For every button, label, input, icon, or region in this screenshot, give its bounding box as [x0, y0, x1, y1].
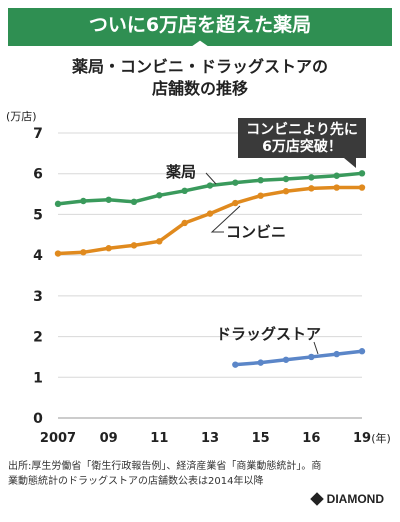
x-tick-label: 11	[150, 431, 168, 446]
data-point	[54, 250, 62, 257]
data-point	[156, 238, 163, 245]
leader-line	[210, 205, 241, 233]
data-point	[358, 184, 366, 191]
source-line-1: 出所:厚生労働省「衛生行政報告例」、経済産業省「商業動態統計」。商	[8, 461, 322, 472]
data-point	[257, 177, 264, 184]
y-tick-label: 1	[33, 370, 43, 386]
data-point	[282, 188, 290, 195]
source-note: 出所:厚生労働省「衛生行政報告例」、経済産業省「商業動態統計」。商 業動態統計の…	[8, 459, 392, 489]
series-label: 薬局	[165, 163, 196, 181]
callout-pointer	[344, 158, 356, 168]
logo-text: DIAMOND	[326, 492, 384, 506]
y-axis-unit: (万店)	[6, 109, 37, 123]
series-label: コンビニ	[226, 223, 286, 241]
callout-text-2: 6万店突破！	[262, 138, 342, 155]
data-point	[333, 350, 340, 358]
data-point	[333, 184, 340, 191]
x-tick-label: 19	[353, 431, 371, 446]
data-point	[358, 170, 366, 177]
x-axis-unit: (年)	[371, 431, 391, 445]
data-point	[333, 172, 340, 179]
y-tick-label: 5	[33, 207, 43, 223]
banner-text: ついに6万店を超えた薬局	[88, 14, 312, 36]
x-tick-label: 13	[201, 431, 219, 446]
data-point	[308, 174, 315, 181]
chart-title-line-2: 店舗数の推移	[151, 79, 248, 98]
data-point	[282, 356, 290, 363]
data-point	[232, 179, 239, 186]
x-tick-label: 15	[252, 431, 270, 446]
y-tick-label: 6	[33, 167, 43, 183]
data-point	[181, 187, 188, 195]
series-line-1	[57, 185, 362, 256]
data-point	[257, 359, 264, 366]
data-point	[181, 219, 188, 227]
series-layer	[54, 170, 366, 368]
chart-title-line-1: 薬局・コンビニ・ドラッグストアの	[71, 57, 328, 76]
data-point	[257, 192, 264, 199]
data-point	[232, 199, 239, 207]
data-point	[130, 242, 138, 249]
data-point	[232, 361, 239, 368]
data-point	[206, 210, 214, 217]
data-point	[105, 245, 112, 252]
x-tick-label: 09	[100, 431, 118, 446]
y-tick-label: 4	[33, 248, 43, 264]
data-point	[282, 175, 290, 183]
title-banner: ついに6万店を超えた薬局	[8, 8, 392, 46]
data-point	[156, 192, 163, 199]
callout-text-1: コンビニより先に	[246, 121, 358, 138]
y-tick-label: 3	[33, 289, 43, 305]
series-line-2	[235, 349, 363, 367]
x-tick-label: 2007	[40, 431, 76, 446]
data-point	[206, 182, 214, 189]
chart-title: 薬局・コンビニ・ドラッグストアの 店舗数の推移	[0, 56, 400, 100]
axes: 0 1 2 3 4 5 6 7 (万店) 2007 09 11 13 15 16 19 (年)	[6, 109, 391, 446]
leader-line	[205, 172, 217, 185]
diamond-logo-icon	[309, 492, 324, 506]
leader-line	[313, 341, 319, 355]
y-tick-label: 0	[33, 411, 43, 427]
x-tick-label: 16	[302, 431, 320, 446]
diamond-logo: DIAMOND	[309, 492, 384, 506]
y-tick-label: 7	[33, 126, 43, 142]
data-point	[105, 196, 112, 203]
callout-box	[238, 118, 366, 158]
series-label: ドラッグストア	[216, 325, 321, 343]
data-point	[358, 348, 366, 355]
data-point	[54, 200, 62, 208]
data-point	[308, 185, 315, 192]
data-point	[308, 353, 315, 361]
data-point	[130, 198, 138, 206]
data-point	[80, 197, 87, 205]
y-tick-label: 2	[33, 330, 43, 346]
source-line-2: 業動態統計のドラッグストアの店舗数公表は2014年以降	[8, 476, 264, 487]
data-point	[80, 249, 87, 256]
